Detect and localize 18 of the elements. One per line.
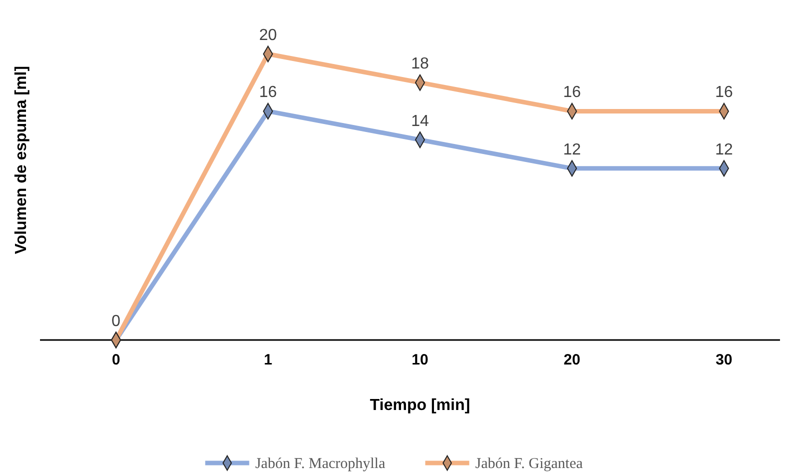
legend-label: Jabón F. Gigantea xyxy=(475,456,584,472)
x-tick-label: 1 xyxy=(264,352,272,369)
x-tick-label: 20 xyxy=(564,352,580,369)
data-label: 16 xyxy=(563,84,581,102)
x-tick-label: 10 xyxy=(412,352,428,369)
data-label: 12 xyxy=(715,141,733,158)
x-tick-label: 30 xyxy=(716,352,732,369)
data-label: 16 xyxy=(259,84,277,102)
data-label: 18 xyxy=(411,56,429,73)
data-label: 16 xyxy=(715,84,733,102)
data-label: 14 xyxy=(411,112,429,130)
x-axis-title: Tiempo [min] xyxy=(370,397,470,414)
data-label: 20 xyxy=(259,27,277,44)
x-tick-label: 0 xyxy=(112,352,120,369)
data-label: 12 xyxy=(563,141,581,158)
data-label: 0 xyxy=(112,313,121,330)
legend-label: Jabón F. Macrophylla xyxy=(255,456,386,472)
y-axis-title: Volumen de espuma [ml] xyxy=(13,66,30,254)
